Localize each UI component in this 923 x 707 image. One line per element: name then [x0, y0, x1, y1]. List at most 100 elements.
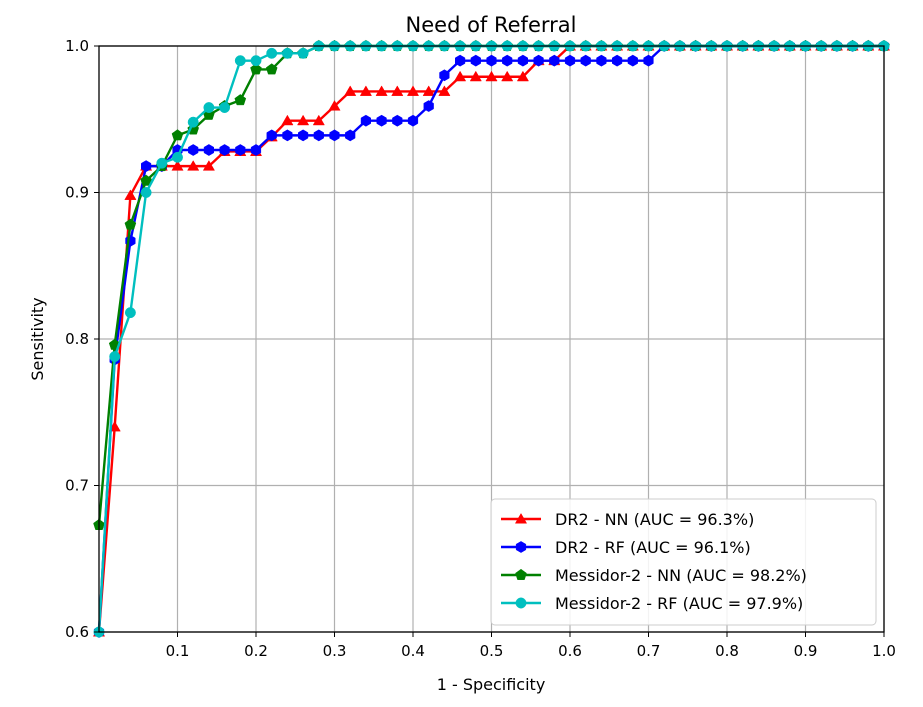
- x-tick-label: 0.4: [401, 642, 425, 660]
- y-axis-label: Sensitivity: [28, 297, 47, 380]
- data-point: [298, 129, 309, 142]
- data-point: [171, 160, 184, 171]
- data-point: [250, 144, 262, 156]
- data-point: [359, 85, 372, 96]
- data-point: [156, 157, 168, 169]
- x-axis-label: 1 - Specificity: [437, 675, 546, 694]
- legend-label: DR2 - RF (AUC = 96.1%): [555, 538, 751, 557]
- data-point: [124, 218, 137, 230]
- data-point: [329, 129, 340, 142]
- legend-item: Messidor-2 - RF (AUC = 97.9%): [501, 594, 803, 613]
- data-point: [596, 54, 607, 67]
- data-point: [328, 100, 341, 111]
- y-tick-label: 0.8: [65, 330, 89, 348]
- x-tick-label: 0.2: [244, 642, 268, 660]
- data-point: [234, 94, 247, 106]
- data-point: [219, 102, 231, 113]
- legend-item: DR2 - NN (AUC = 96.3%): [501, 510, 754, 529]
- legend-marker: [514, 513, 528, 524]
- data-point: [235, 144, 246, 156]
- data-point: [391, 85, 404, 96]
- data-point: [376, 114, 387, 127]
- data-point: [219, 144, 230, 156]
- data-point: [140, 187, 152, 198]
- data-point: [141, 160, 152, 173]
- ticks: 0.1 0.2 0.3 0.4 0.5 0.6 0.7 0.8 0.9 1.0 0.6 0.7 0.8 0…: [65, 37, 896, 660]
- data-point: [203, 144, 214, 156]
- data-point: [455, 54, 466, 67]
- data-point: [266, 47, 278, 59]
- data-point: [502, 54, 513, 67]
- data-point: [234, 55, 246, 67]
- x-tick-label: 0.7: [637, 642, 661, 660]
- data-point: [345, 129, 356, 142]
- data-point: [392, 114, 403, 127]
- y-tick-label: 0.9: [65, 184, 89, 202]
- y-tick-label: 0.6: [65, 623, 89, 641]
- x-tick-label: 0.6: [558, 642, 582, 660]
- legend: DR2 - NN (AUC = 96.3%) DR2 - RF (AUC = 96…: [490, 498, 877, 626]
- data-point: [564, 54, 576, 67]
- legend-label: DR2 - NN (AUC = 96.3%): [555, 510, 754, 529]
- data-point: [203, 102, 215, 113]
- data-point: [140, 174, 152, 186]
- x-tick-label: 1.0: [872, 642, 896, 660]
- data-point: [282, 129, 293, 142]
- data-point: [517, 54, 528, 67]
- data-point: [124, 189, 137, 200]
- legend-marker: [515, 597, 527, 609]
- data-point: [265, 63, 278, 75]
- data-point: [172, 151, 183, 163]
- data-point: [533, 54, 544, 67]
- data-point: [188, 144, 199, 156]
- data-point: [375, 85, 388, 96]
- data-point: [438, 85, 451, 96]
- data-point: [485, 70, 498, 82]
- data-point: [266, 129, 277, 142]
- x-tick-label: 0.3: [323, 642, 347, 660]
- data-point: [187, 116, 199, 128]
- data-point: [627, 54, 638, 67]
- data-point: [187, 160, 200, 171]
- data-point: [454, 70, 467, 82]
- data-point: [171, 129, 184, 141]
- legend-marker: [515, 568, 527, 580]
- data-point: [250, 55, 262, 67]
- data-point: [124, 307, 136, 319]
- data-point: [423, 100, 434, 112]
- data-point: [109, 351, 121, 363]
- data-point: [281, 47, 293, 59]
- data-point: [470, 54, 481, 67]
- x-tick-label: 0.9: [794, 642, 818, 660]
- data-point: [549, 54, 560, 67]
- data-point: [469, 70, 482, 82]
- data-point: [312, 114, 325, 126]
- data-point: [281, 114, 294, 126]
- legend-box: [490, 498, 877, 626]
- data-point: [516, 70, 529, 82]
- data-point: [250, 63, 262, 75]
- data-point: [486, 54, 497, 67]
- legend-marker: [515, 541, 527, 553]
- legend-label: Messidor-2 - RF (AUC = 97.9%): [555, 594, 803, 613]
- y-tick-label: 1.0: [65, 37, 89, 55]
- data-point: [612, 54, 623, 67]
- data-point: [422, 85, 435, 96]
- data-point: [297, 114, 310, 126]
- legend-item: Messidor-2 - NN (AUC = 98.2%): [501, 566, 807, 585]
- data-point: [580, 54, 591, 67]
- data-point: [344, 85, 357, 96]
- y-tick-label: 0.7: [65, 477, 89, 495]
- data-point: [360, 114, 371, 127]
- data-point: [643, 54, 654, 67]
- chart-title: Need of Referral: [406, 13, 577, 37]
- data-point: [501, 70, 514, 82]
- x-tick-label: 0.5: [480, 642, 504, 660]
- data-point: [313, 129, 324, 142]
- data-point: [297, 47, 309, 59]
- data-point: [407, 114, 419, 127]
- data-point: [406, 85, 420, 96]
- legend-label: Messidor-2 - NN (AUC = 98.2%): [555, 566, 807, 585]
